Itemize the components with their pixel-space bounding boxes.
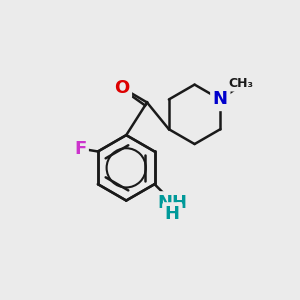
Text: O: O (114, 79, 129, 97)
Text: N: N (213, 91, 228, 109)
Text: CH₃: CH₃ (229, 76, 253, 90)
Text: H: H (165, 205, 180, 223)
Text: NH: NH (158, 194, 188, 212)
Text: F: F (74, 140, 86, 158)
